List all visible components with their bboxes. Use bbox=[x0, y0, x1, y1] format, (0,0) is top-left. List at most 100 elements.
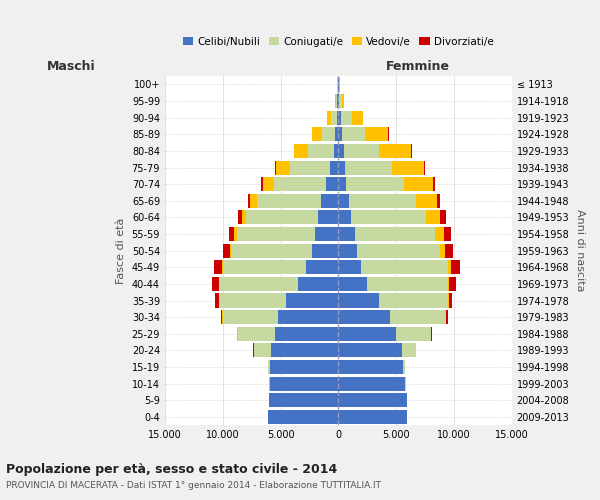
Bar bbox=[391, 310, 446, 324]
Text: Popolazione per età, sesso e stato civile - 2014: Popolazione per età, sesso e stato civil… bbox=[6, 462, 337, 475]
Bar bbox=[403, 360, 405, 374]
Bar bbox=[229, 227, 235, 241]
Bar bbox=[431, 326, 432, 341]
Bar bbox=[236, 326, 238, 341]
Bar bbox=[402, 344, 416, 357]
Bar bbox=[257, 194, 321, 208]
Bar bbox=[315, 227, 338, 241]
Bar bbox=[278, 310, 338, 324]
Bar bbox=[214, 260, 222, 274]
Bar bbox=[424, 160, 425, 174]
Bar bbox=[295, 144, 308, 158]
Bar bbox=[338, 326, 396, 341]
Bar bbox=[223, 310, 278, 324]
Bar bbox=[449, 277, 456, 291]
Bar bbox=[230, 244, 231, 258]
Bar bbox=[271, 344, 338, 357]
Bar bbox=[351, 210, 426, 224]
Bar bbox=[352, 110, 362, 125]
Bar bbox=[298, 277, 338, 291]
Bar bbox=[338, 344, 402, 357]
Bar bbox=[215, 294, 219, 308]
Bar bbox=[426, 210, 440, 224]
Bar bbox=[331, 110, 337, 125]
Bar bbox=[437, 194, 440, 208]
Bar bbox=[274, 177, 326, 192]
Bar bbox=[338, 310, 391, 324]
Bar bbox=[336, 94, 337, 108]
Bar bbox=[235, 227, 236, 241]
Bar bbox=[338, 194, 349, 208]
Bar bbox=[346, 177, 404, 192]
Bar bbox=[338, 210, 351, 224]
Bar bbox=[263, 177, 274, 192]
Y-axis label: Fasce di età: Fasce di età bbox=[116, 218, 126, 284]
Bar bbox=[396, 326, 431, 341]
Bar bbox=[338, 260, 361, 274]
Y-axis label: Anni di nascita: Anni di nascita bbox=[575, 210, 585, 292]
Bar bbox=[448, 277, 449, 291]
Bar bbox=[379, 294, 448, 308]
Bar bbox=[242, 210, 246, 224]
Bar bbox=[236, 227, 315, 241]
Bar bbox=[445, 244, 453, 258]
Bar bbox=[338, 144, 344, 158]
Bar bbox=[338, 360, 403, 374]
Bar bbox=[361, 260, 448, 274]
Bar bbox=[341, 110, 352, 125]
Legend: Celibi/Nubili, Coniugati/e, Vedovi/e, Divorziati/e: Celibi/Nubili, Coniugati/e, Vedovi/e, Di… bbox=[179, 32, 498, 51]
Bar bbox=[275, 326, 338, 341]
Bar bbox=[231, 244, 312, 258]
Bar bbox=[268, 410, 338, 424]
Bar bbox=[342, 128, 365, 141]
Bar bbox=[338, 393, 407, 407]
Bar bbox=[344, 144, 379, 158]
Bar bbox=[221, 310, 223, 324]
Bar bbox=[449, 294, 452, 308]
Bar bbox=[341, 94, 344, 108]
Bar bbox=[238, 210, 242, 224]
Bar bbox=[338, 294, 379, 308]
Bar bbox=[379, 144, 411, 158]
Bar bbox=[335, 94, 336, 108]
Bar bbox=[416, 194, 437, 208]
Bar bbox=[335, 128, 338, 141]
Bar bbox=[345, 160, 392, 174]
Bar bbox=[312, 244, 338, 258]
Bar bbox=[326, 177, 338, 192]
Bar bbox=[338, 160, 345, 174]
Bar bbox=[357, 244, 440, 258]
Bar bbox=[306, 260, 338, 274]
Text: Femmine: Femmine bbox=[386, 60, 450, 72]
Bar bbox=[246, 210, 317, 224]
Bar bbox=[337, 110, 338, 125]
Bar bbox=[313, 128, 322, 141]
Bar bbox=[334, 144, 338, 158]
Bar bbox=[365, 128, 388, 141]
Bar bbox=[337, 94, 338, 108]
Bar bbox=[327, 110, 331, 125]
Bar bbox=[338, 128, 342, 141]
Bar bbox=[308, 144, 334, 158]
Bar bbox=[219, 294, 286, 308]
Bar bbox=[448, 260, 451, 274]
Bar bbox=[392, 160, 424, 174]
Bar bbox=[367, 277, 448, 291]
Bar bbox=[268, 360, 270, 374]
Bar bbox=[440, 244, 445, 258]
Bar bbox=[222, 260, 223, 274]
Bar bbox=[238, 326, 275, 341]
Bar bbox=[338, 94, 339, 108]
Bar bbox=[254, 344, 271, 357]
Bar bbox=[338, 376, 406, 390]
Bar bbox=[275, 160, 276, 174]
Bar bbox=[440, 210, 446, 224]
Bar bbox=[262, 177, 263, 192]
Bar bbox=[269, 393, 338, 407]
Bar bbox=[270, 376, 338, 390]
Bar bbox=[223, 260, 306, 274]
Bar bbox=[404, 177, 433, 192]
Bar bbox=[330, 160, 338, 174]
Bar bbox=[290, 160, 330, 174]
Bar bbox=[338, 177, 346, 192]
